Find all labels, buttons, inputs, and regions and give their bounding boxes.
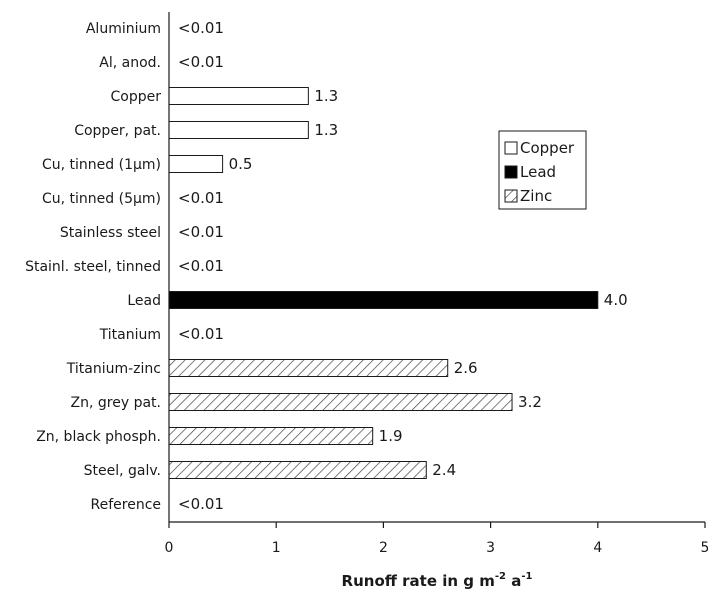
x-tick-label: 4 [593,540,602,556]
bar-copper [168,155,224,173]
legend: Copper Lead Zinc [498,130,587,210]
category-label: Steel, galv. [84,463,161,479]
value-label: 1.3 [314,87,338,105]
category-label: Zn, black phosph. [36,429,161,445]
category-label: Titanium [99,327,161,343]
category-label: Copper [111,89,162,105]
value-label: 0.5 [229,155,253,173]
value-label: <0.01 [178,257,224,275]
category-label: Titanium-zinc [66,361,161,377]
category-label: Zn, grey pat. [71,395,161,411]
bar-copper [168,121,309,139]
value-label: 1.3 [314,121,338,139]
x-axis-title: Runoff rate in g m-2 a-1 [342,571,533,590]
category-label: Al, anod. [99,55,161,71]
bar-lead [168,291,599,309]
category-label: Cu, tinned (5µm) [42,191,161,207]
value-label: <0.01 [178,325,224,343]
category-label: Copper, pat. [74,123,161,139]
value-label: <0.01 [178,189,224,207]
legend-items: Copper Lead Zinc [504,139,575,205]
x-ticks: 0 1 2 3 4 5 [165,522,708,556]
value-label: 4.0 [604,291,628,309]
value-label: 3.2 [518,393,542,411]
value-label: <0.01 [178,495,224,513]
value-label: <0.01 [178,19,224,37]
category-label: Reference [91,497,162,513]
x-tick-label: 2 [379,540,388,556]
legend-swatch-zinc [504,189,518,203]
x-axis-title-unit: a [506,572,521,590]
x-tick-label: 5 [701,540,708,556]
value-label: <0.01 [178,53,224,71]
value-label: 1.9 [379,427,403,445]
legend-label-zinc: Zinc [520,187,552,205]
bar-zinc [168,427,374,445]
x-axis-title-main: Runoff rate in g m [342,572,495,590]
bar-zinc [168,393,513,411]
category-label: Cu, tinned (1µm) [42,157,161,173]
value-label: <0.01 [178,223,224,241]
category-label: Aluminium [86,21,161,37]
legend-swatch-copper [504,141,518,155]
bar-copper [168,87,309,105]
x-axis-title-exp2: -1 [521,571,532,582]
bar-zinc [168,359,449,377]
x-tick-label: 1 [272,540,281,556]
bar-zinc [168,461,427,479]
category-label: Stainl. steel, tinned [25,259,161,275]
x-tick-label: 3 [486,540,495,556]
legend-label-lead: Lead [520,163,556,181]
category-label: Lead [127,293,161,309]
value-label: 2.4 [432,461,456,479]
category-label: Stainless steel [60,225,161,241]
bars-layer: Aluminium <0.01 Al, anod. <0.01 Copper 1.3 Cop… [25,19,628,513]
legend-label-copper: Copper [520,139,575,157]
x-tick-label: 0 [165,540,174,556]
legend-swatch-lead [504,165,518,179]
x-axis-title-exp1: -2 [495,571,506,582]
value-label: 2.6 [454,359,478,377]
